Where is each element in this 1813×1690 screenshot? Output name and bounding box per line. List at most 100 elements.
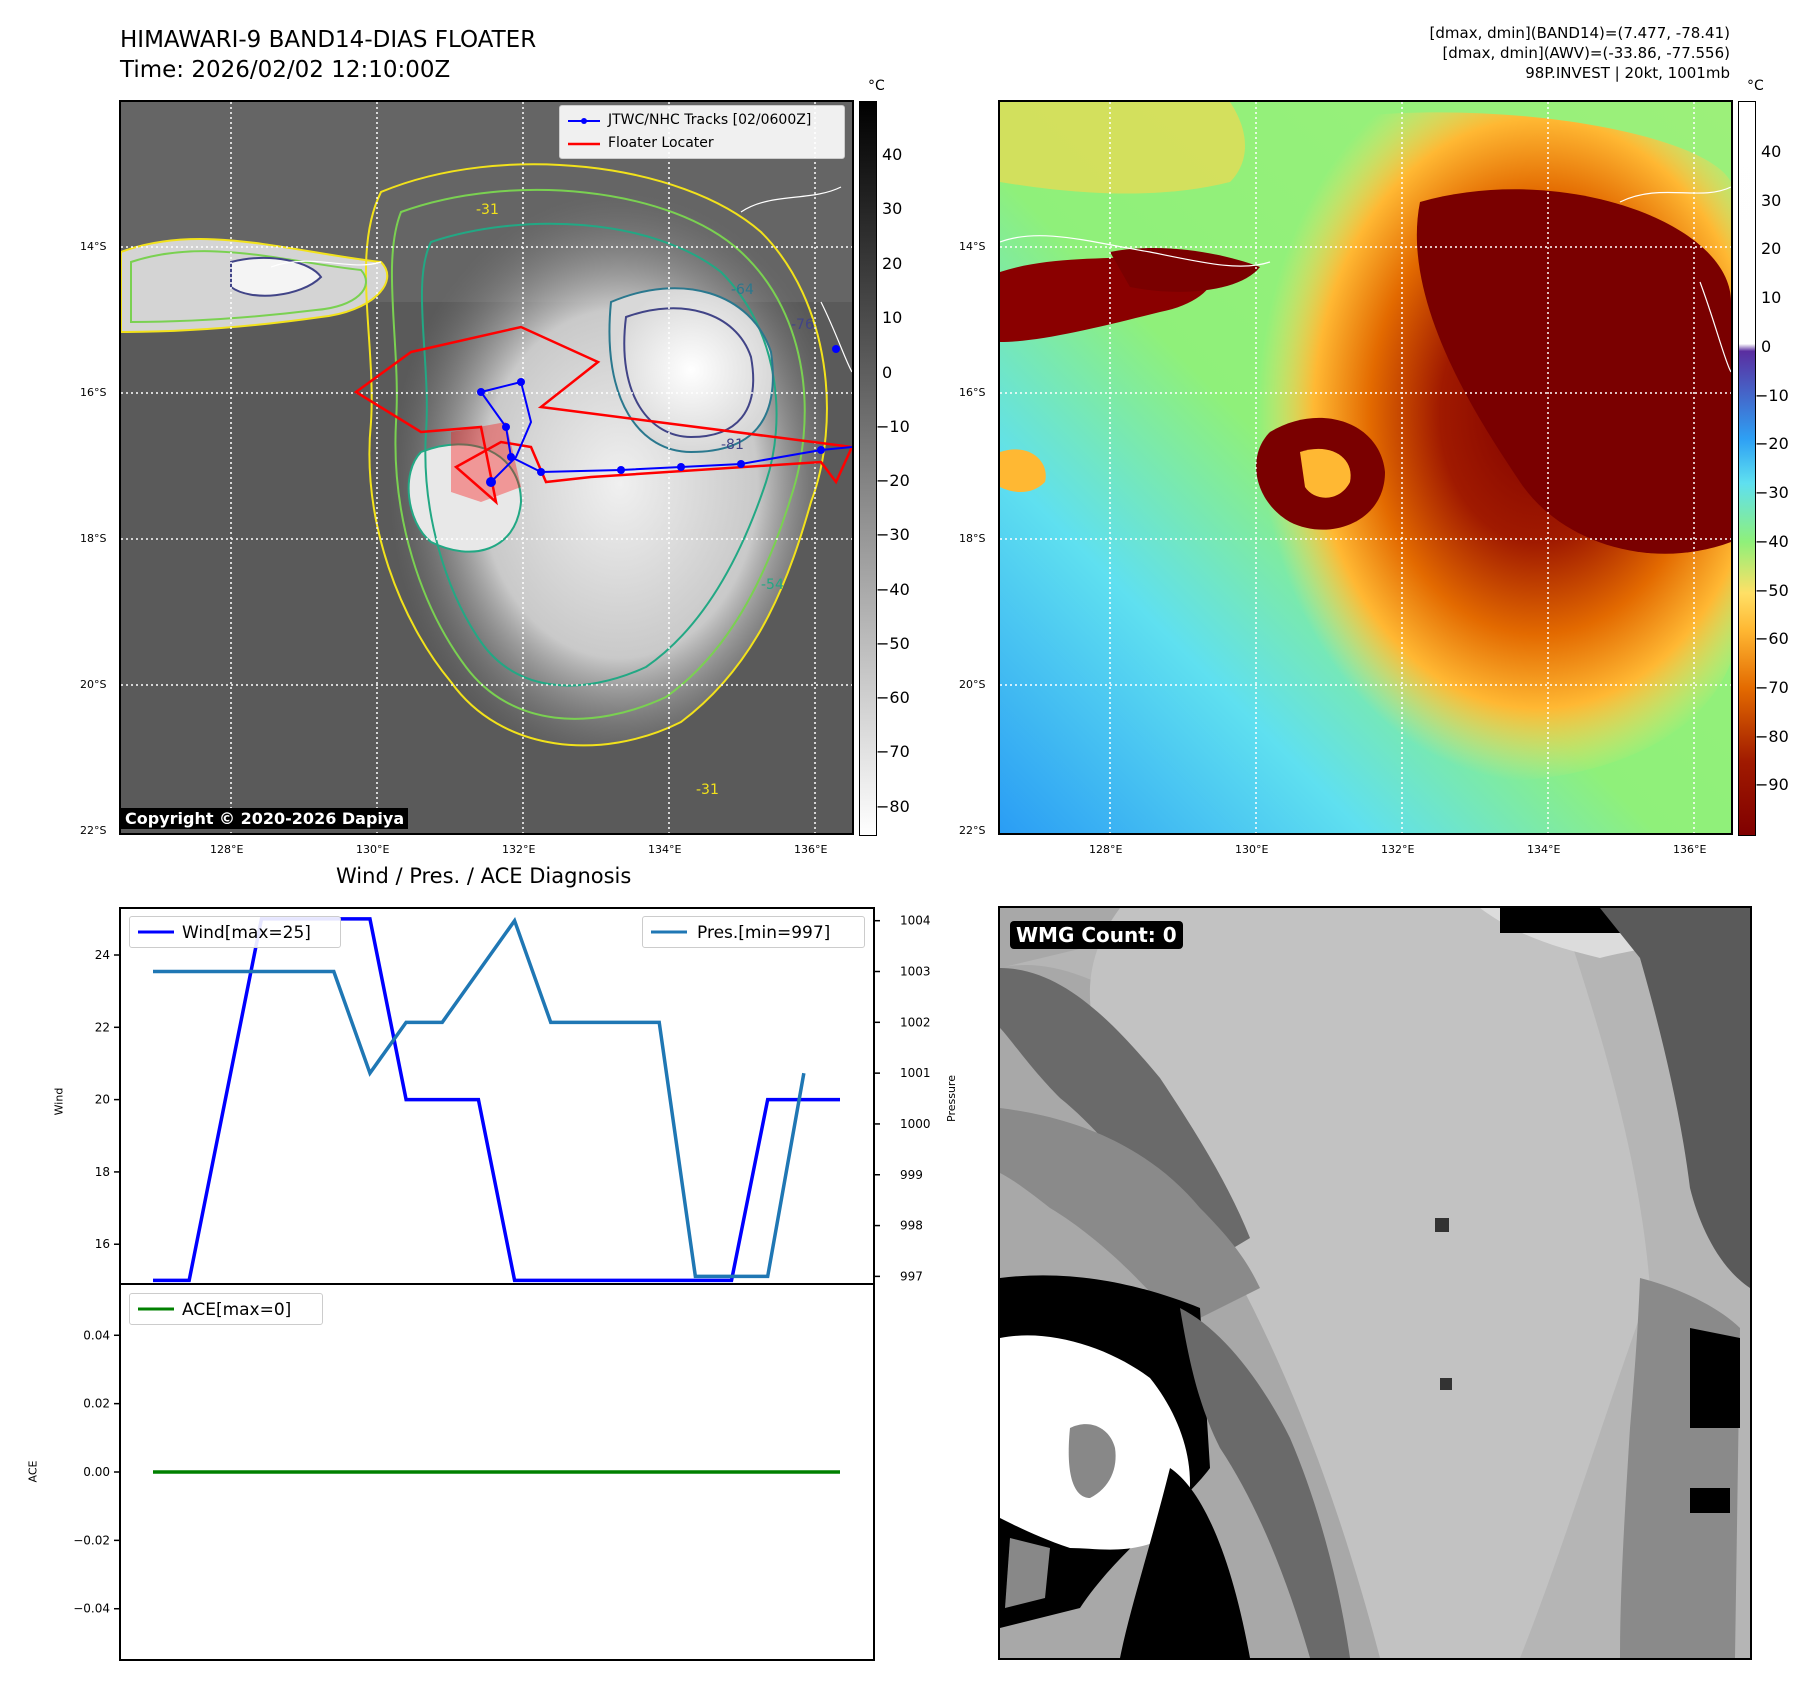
axis-tick-label: 0.02 xyxy=(83,1397,110,1411)
ir-colorbar-tick: −20 xyxy=(876,471,910,490)
ir-map-panel: -31 -64 -76 -81 -54 -31 JTWC/NHC Tracks … xyxy=(119,100,854,835)
lon-label: 134°E xyxy=(1527,843,1561,856)
ir-colorbar-tick: −50 xyxy=(876,634,910,653)
ir-colorbar-tick: −40 xyxy=(876,580,910,599)
legend-tracks-label: JTWC/NHC Tracks [02/0600Z] xyxy=(608,112,812,128)
ir-colorbar-tick: −80 xyxy=(876,797,910,816)
pressure-y-ticks: 1004 1003 1002 1001 1000 999 998 997 xyxy=(874,914,931,1283)
diagnosis-title: Wind / Pres. / ACE Diagnosis xyxy=(336,864,632,888)
wmg-image xyxy=(1000,908,1750,1658)
awv-colorbar xyxy=(1738,101,1756,836)
lat-label: 18°S xyxy=(80,532,107,545)
awv-colorbar-tick: 0 xyxy=(1761,337,1772,356)
meta-line-band14: [dmax, dmin](BAND14)=(7.477, -78.41) xyxy=(1429,24,1730,42)
lat-label: 22°S xyxy=(80,824,107,837)
lon-label: 128°E xyxy=(210,843,244,856)
ir-colorbar-tick: 0 xyxy=(882,363,893,382)
ace-legend: ACE[max=0] xyxy=(129,1293,323,1325)
figure-time: Time: 2026/02/02 12:10:00Z xyxy=(120,57,451,83)
contour-label: -31 xyxy=(476,202,499,218)
wind-axis-label: Wind xyxy=(52,1087,66,1116)
axis-tick-label: 1004 xyxy=(900,914,931,928)
pressure-axis-label: Pressure xyxy=(944,1075,958,1122)
ace-legend-label: ACE[max=0] xyxy=(182,1300,292,1320)
axis-tick-label: 1001 xyxy=(900,1066,931,1080)
awv-colorbar-tick: −30 xyxy=(1755,483,1789,502)
wind-pres-frame xyxy=(119,907,875,1285)
ir-map-image xyxy=(121,102,852,833)
lat-label: 16°S xyxy=(80,386,107,399)
ir-colorbar-tick: −60 xyxy=(876,688,910,707)
lon-label: 132°E xyxy=(502,843,536,856)
legend-floater-label: Floater Locater xyxy=(608,135,714,151)
lat-label: 20°S xyxy=(80,678,107,691)
wind-legend-label: Wind[max=25] xyxy=(182,923,311,943)
awv-colorbar-tick: −70 xyxy=(1755,678,1789,697)
copyright-badge: Copyright © 2020-2026 Dapiya xyxy=(121,808,409,829)
axis-tick-label: 20 xyxy=(95,1093,110,1107)
wind-y-ticks: 24 22 20 18 16 xyxy=(95,948,120,1251)
axis-tick-label: 1000 xyxy=(900,1117,931,1131)
pressure-legend-label: Pres.[min=997] xyxy=(697,923,831,943)
lat-label: 14°S xyxy=(80,240,107,253)
wmg-count-badge: WMG Count: 0 xyxy=(1010,921,1183,949)
awv-colorbar-tick: 10 xyxy=(1761,288,1782,307)
axis-tick-label: 997 xyxy=(900,1269,923,1283)
ir-colorbar-tick: 10 xyxy=(882,308,903,327)
lon-label: 130°E xyxy=(1235,843,1269,856)
contour-label: -64 xyxy=(731,282,754,298)
lon-label: 134°E xyxy=(648,843,682,856)
axis-tick-label: 1002 xyxy=(900,1015,931,1029)
awv-colorbar-tick: −80 xyxy=(1755,727,1789,746)
lon-label: 136°E xyxy=(794,843,828,856)
contour-label: -54 xyxy=(761,577,784,593)
wind-legend: Wind[max=25] xyxy=(129,916,341,948)
meta-line-awv: [dmax, dmin](AWV)=(-33.86, -77.556) xyxy=(1442,44,1730,62)
axis-tick-label: 16 xyxy=(95,1237,110,1251)
ir-colorbar xyxy=(859,101,877,836)
awv-map-panel xyxy=(998,100,1733,835)
pressure-legend: Pres.[min=997] xyxy=(642,916,865,948)
awv-colorbar-tick: −50 xyxy=(1755,581,1789,600)
awv-colorbar-tick: −60 xyxy=(1755,629,1789,648)
awv-colorbar-tick: −20 xyxy=(1755,434,1789,453)
axis-tick-label: 998 xyxy=(900,1219,923,1233)
axis-tick-label: −0.02 xyxy=(73,1533,110,1547)
lat-label: 16°S xyxy=(959,386,986,399)
lat-label: 14°S xyxy=(959,240,986,253)
axis-tick-label: 0.00 xyxy=(83,1465,110,1479)
lat-label: 20°S xyxy=(959,678,986,691)
floater-locater-path xyxy=(353,325,852,506)
axis-tick-label: 1003 xyxy=(900,965,931,979)
axis-tick-label: −0.04 xyxy=(73,1602,110,1616)
awv-colorbar-tick: 40 xyxy=(1761,142,1782,161)
pressure-series-line xyxy=(153,916,806,1279)
axis-tick-label: 0.04 xyxy=(83,1328,110,1342)
ace-y-ticks: 0.04 0.02 0.00 −0.02 −0.04 xyxy=(73,1328,120,1616)
ace-axis-label: ACE xyxy=(26,1460,40,1483)
axis-tick-label: 18 xyxy=(95,1165,110,1179)
awv-map-image xyxy=(1000,102,1731,833)
figure-title: HIMAWARI-9 BAND14-DIAS FLOATER xyxy=(120,27,537,53)
ir-colorbar-tick: −10 xyxy=(876,417,910,436)
ir-colorbar-tick: 40 xyxy=(882,145,903,164)
contour-label: -81 xyxy=(721,437,744,453)
wmg-panel: WMG Count: 0 xyxy=(998,906,1752,1660)
awv-colorbar-tick: 30 xyxy=(1761,191,1782,210)
axis-tick-label: 24 xyxy=(95,948,110,962)
ir-colorbar-tick: −70 xyxy=(876,742,910,761)
ir-colorbar-tick: 20 xyxy=(882,254,903,273)
lon-label: 132°E xyxy=(1381,843,1415,856)
lon-label: 136°E xyxy=(1673,843,1707,856)
meta-line-storm: 98P.INVEST | 20kt, 1001mb xyxy=(1525,64,1730,82)
lon-label: 130°E xyxy=(356,843,390,856)
awv-colorbar-unit: °C xyxy=(1747,78,1764,94)
ir-colorbar-tick: −30 xyxy=(876,525,910,544)
awv-colorbar-tick: −40 xyxy=(1755,532,1789,551)
awv-colorbar-tick: 20 xyxy=(1761,239,1782,258)
ir-colorbar-tick: 30 xyxy=(882,199,903,218)
axis-tick-label: 999 xyxy=(900,1168,923,1182)
ir-legend: JTWC/NHC Tracks [02/0600Z] Floater Locat… xyxy=(559,105,845,159)
ir-colorbar-unit: °C xyxy=(868,78,885,94)
